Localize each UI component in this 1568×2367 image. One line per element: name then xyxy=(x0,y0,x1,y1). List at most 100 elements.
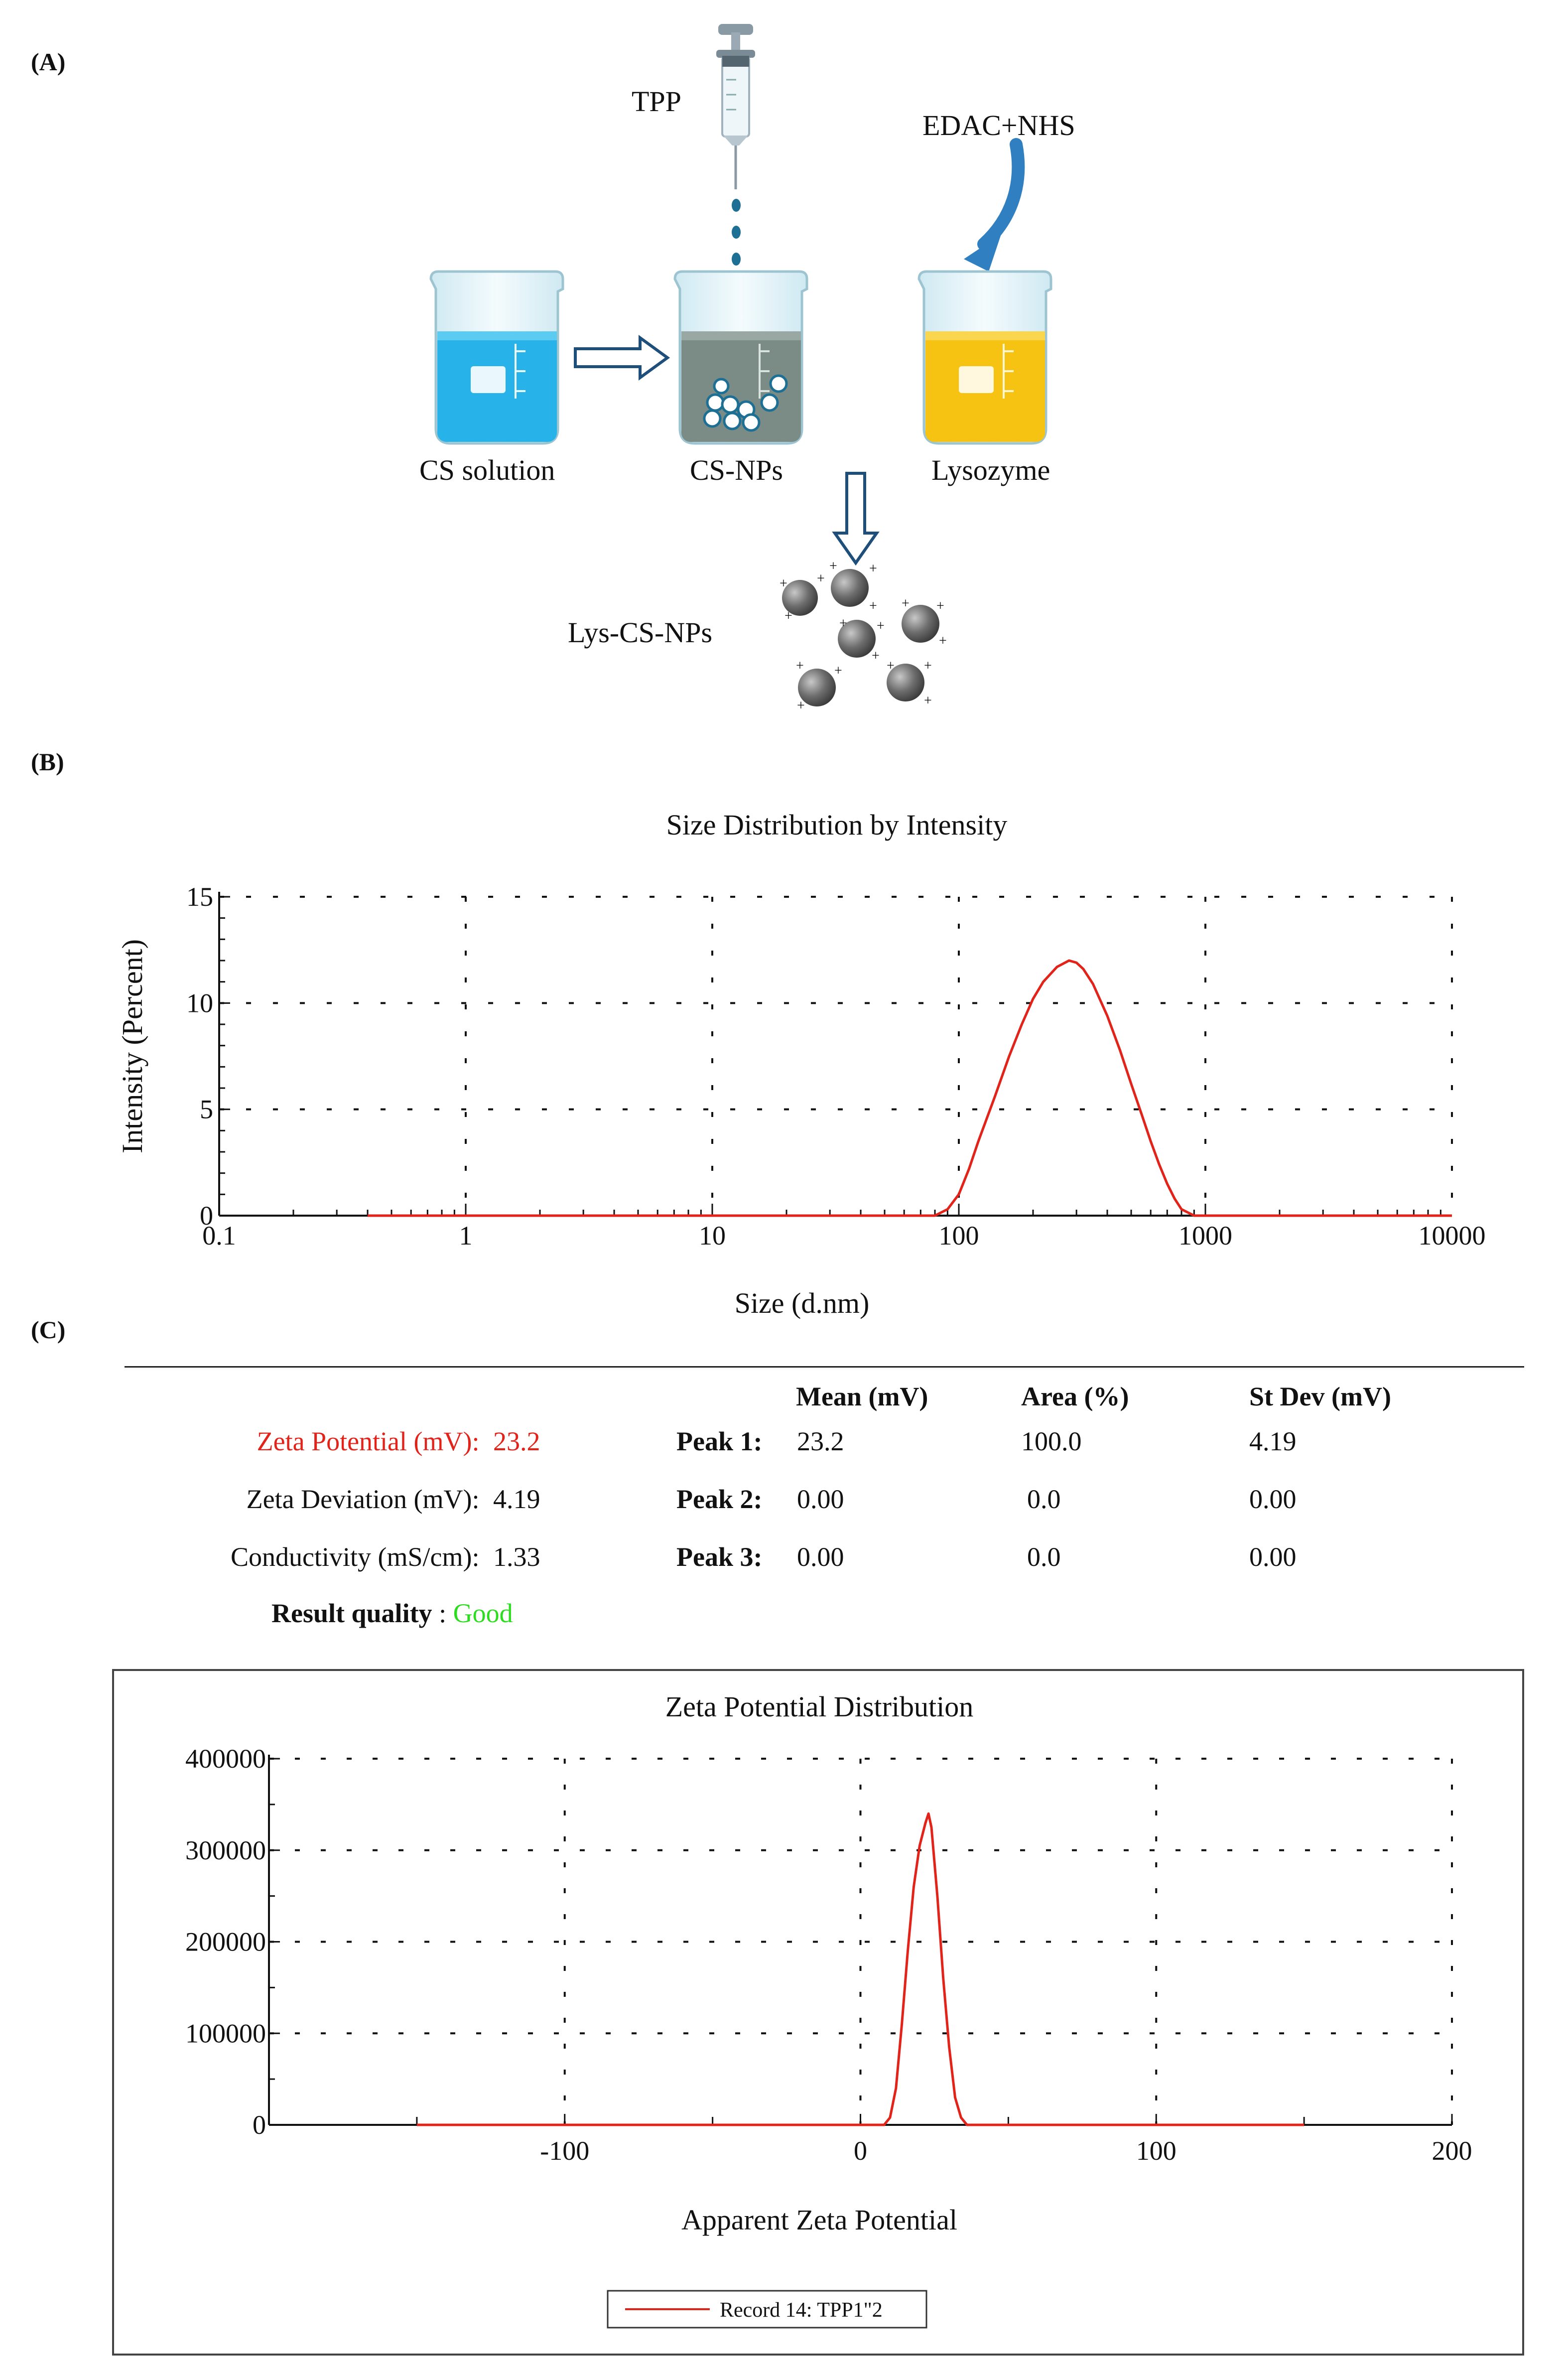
synthesis-scheme: +++ + ++ + ++ + ++ +++ + ++ xyxy=(429,24,1052,713)
peak-mean: 0.00 xyxy=(797,1484,844,1514)
zeta-deviation-value: 4.19 xyxy=(493,1484,540,1514)
svg-text:+: + xyxy=(902,596,910,611)
peak-area: 100.0 xyxy=(1021,1426,1082,1456)
beaker-icon xyxy=(429,270,564,445)
zeta-y-tick-label: 400000 xyxy=(185,1744,266,1774)
svg-text:+: + xyxy=(939,633,947,649)
svg-text:+: + xyxy=(829,558,837,574)
zeta-x-tick-label: 200 xyxy=(1432,2136,1472,2166)
size-distribution-chart: Size Distribution by Intensity Intensity… xyxy=(116,809,1486,1319)
zeta-y-tick-label: 300000 xyxy=(185,1835,266,1865)
zeta-distribution-chart: Zeta Potential Distribution Apparent Zet… xyxy=(185,1690,1472,2329)
svg-text:+: + xyxy=(869,598,877,614)
size-x-tick-label: 1 xyxy=(459,1221,473,1251)
panel-label-a: (A) xyxy=(31,48,66,76)
size-series-line xyxy=(368,959,1452,1217)
header-stdev: St Dev (mV) xyxy=(1249,1382,1391,1411)
zeta-chart-title: Zeta Potential Distribution xyxy=(665,1690,974,1723)
zeta-chart-frame xyxy=(112,1669,1524,2356)
peak-area: 0.0 xyxy=(1027,1484,1061,1514)
peak-row: Peak 3: xyxy=(676,1541,762,1572)
zeta-y-tick-label: 0 xyxy=(253,2110,266,2140)
svg-text:+: + xyxy=(872,648,880,664)
zeta-divider xyxy=(125,1366,1524,1368)
zeta-deviation-label: Zeta Deviation (mV): xyxy=(246,1484,480,1514)
svg-text:+: + xyxy=(924,693,932,708)
peak-mean: 0.00 xyxy=(797,1542,844,1572)
arrow-icon xyxy=(977,138,1025,251)
drops xyxy=(732,199,741,266)
svg-text:+: + xyxy=(877,618,885,634)
panel-label-c: (C) xyxy=(31,1316,66,1344)
zeta-series-line xyxy=(416,1812,1305,2126)
conductivity-value: 1.33 xyxy=(493,1542,540,1572)
panel-label-b: (B) xyxy=(31,748,64,776)
size-chart-xlabel: Size (d.nm) xyxy=(735,1287,870,1319)
svg-text:+: + xyxy=(869,561,877,576)
size-x-tick-label: 0.1 xyxy=(202,1221,236,1251)
zeta-potential-row: Zeta Potential (mV): 23.2 xyxy=(130,1426,568,1484)
size-y-tick-label: 0 xyxy=(200,1201,213,1231)
charge-signs: +++ + ++ + ++ + ++ +++ + ++ xyxy=(780,558,947,713)
arrow-head xyxy=(964,234,1001,272)
zeta-summary: Zeta Potential (mV): 23.2 Zeta Deviation… xyxy=(130,1426,568,1599)
size-chart-title: Size Distribution by Intensity xyxy=(666,809,1008,841)
zeta-potential-value: 23.2 xyxy=(493,1426,540,1456)
svg-text:+: + xyxy=(936,598,944,614)
peak-stdev: 0.00 xyxy=(1249,1484,1297,1514)
lys-cs-nps-label: Lys-CS-NPs xyxy=(568,616,713,649)
svg-text:+: + xyxy=(797,698,805,713)
reagent-tpp-label: TPP xyxy=(632,85,681,118)
header-area: Area (%) xyxy=(1021,1382,1129,1411)
size-y-tick-label: 15 xyxy=(186,882,213,912)
size-x-tick-label: 10000 xyxy=(1419,1221,1486,1251)
svg-text:+: + xyxy=(780,576,787,591)
conductivity-label: Conductivity (mS/cm): xyxy=(231,1542,480,1572)
peak-row: Peak 1: xyxy=(676,1426,796,1457)
cs-nps-label: CS-NPs xyxy=(690,454,783,486)
result-quality-sep: : xyxy=(439,1598,447,1628)
svg-text:+: + xyxy=(784,608,792,624)
beaker-icon xyxy=(673,270,808,445)
zeta-x-tick-label: 0 xyxy=(854,2136,867,2166)
svg-text:+: + xyxy=(924,658,932,674)
reagent-edac-nhs-label: EDAC+NHS xyxy=(922,109,1075,141)
header-mean: Mean (mV) xyxy=(796,1382,928,1411)
peak-name: Peak 1: xyxy=(676,1426,763,1456)
lysozyme-label: Lysozyme xyxy=(931,454,1050,486)
size-chart-ylabel: Intensity (Percent) xyxy=(116,939,148,1153)
size-y-tick-label: 10 xyxy=(186,988,213,1018)
svg-text:+: + xyxy=(834,663,842,679)
size-x-tick-label: 10 xyxy=(699,1221,726,1251)
svg-text:+: + xyxy=(796,658,804,674)
syringe-icon xyxy=(716,24,755,189)
zeta-x-tick-label: -100 xyxy=(540,2136,589,2166)
result-quality: Result quality : Good xyxy=(271,1598,513,1629)
peak-row: Peak 2: xyxy=(676,1484,762,1515)
peak-stdev: 4.19 xyxy=(1249,1426,1297,1456)
peak-name: Peak 2: xyxy=(676,1484,763,1514)
beaker-icon xyxy=(917,270,1052,445)
svg-text:+: + xyxy=(817,571,825,586)
zeta-chart-xlabel: Apparent Zeta Potential xyxy=(681,2204,957,2236)
zeta-potential-label: Zeta Potential (mV): xyxy=(257,1426,480,1456)
result-quality-value: Good xyxy=(453,1598,513,1628)
zeta-deviation-row: Zeta Deviation (mV): 4.19 xyxy=(130,1484,568,1541)
zeta-legend: Record 14: TPP1"2 xyxy=(607,2290,927,2329)
result-quality-label: Result quality xyxy=(271,1598,432,1628)
arrow-icon xyxy=(832,472,880,566)
conductivity-row: Conductivity (mS/cm): 1.33 xyxy=(130,1541,568,1599)
svg-text:+: + xyxy=(839,616,847,631)
arrow-icon xyxy=(574,335,670,381)
peak-mean: 23.2 xyxy=(797,1426,844,1456)
zeta-x-tick-label: 100 xyxy=(1136,2136,1176,2166)
zeta-legend-label: Record 14: TPP1"2 xyxy=(720,2299,883,2322)
zeta-y-tick-label: 200000 xyxy=(185,1927,266,1957)
cs-solution-label: CS solution xyxy=(419,454,555,486)
size-x-tick-label: 1000 xyxy=(1178,1221,1232,1251)
size-x-tick-label: 100 xyxy=(939,1221,979,1251)
peak-name: Peak 3: xyxy=(676,1542,763,1572)
nanoparticle-icon xyxy=(782,569,939,706)
svg-text:+: + xyxy=(887,658,895,674)
peak-area: 0.0 xyxy=(1027,1542,1061,1572)
